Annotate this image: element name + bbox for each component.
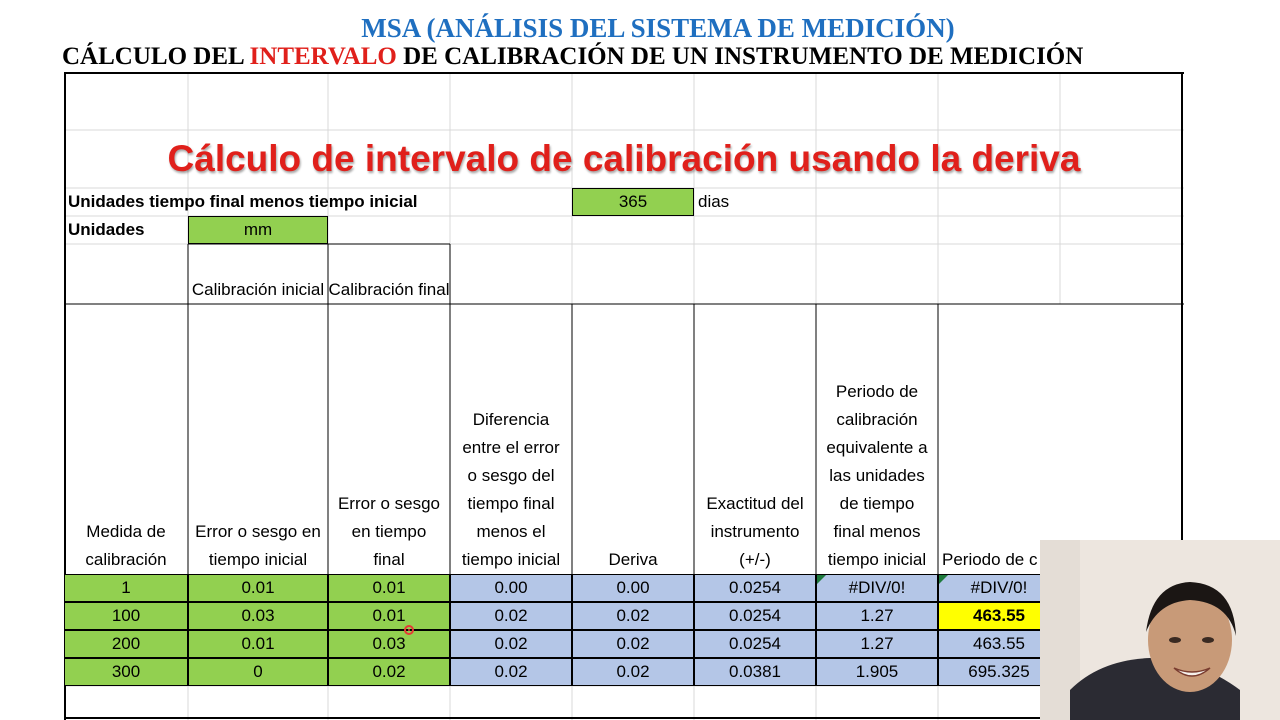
webcam-video-icon [1040, 540, 1280, 720]
col-header-periodo: Periodo de c [942, 550, 1038, 569]
cell-diferencia[interactable]: 0.02 [450, 602, 572, 630]
col-header-deriva: Deriva [608, 550, 658, 569]
cell-error-final[interactable]: 0.03 [328, 630, 450, 658]
cell-deriva[interactable]: 0.02 [572, 658, 694, 686]
cell-medida[interactable]: 200 [64, 630, 188, 658]
cell-exactitud[interactable]: 0.0254 [694, 630, 816, 658]
cell-periodo[interactable]: 695.325 [938, 658, 1060, 686]
cell-periodo-equivalente[interactable]: 1.27 [816, 602, 938, 630]
pointer-cursor-icon [404, 625, 414, 635]
cell-deriva[interactable]: 0.02 [572, 602, 694, 630]
subtitle-highlight: INTERVALO [249, 43, 397, 70]
subtitle-end: DE CALIBRACIÓN DE UN INSTRUMENTO DE MEDI… [396, 43, 1084, 70]
col-header-error-inicial: Error o sesgo en tiempo inicial [195, 522, 321, 569]
cell-error-final[interactable]: 0.01 [328, 602, 450, 630]
cell-periodo[interactable]: 463.55 [938, 602, 1060, 630]
cell-medida[interactable]: 300 [64, 658, 188, 686]
cell-periodo-equivalente[interactable]: #DIV/0! [816, 574, 938, 602]
col-header-exactitud: Exactitud del instrumento (+/-) [706, 494, 804, 569]
cell-deriva[interactable]: 0.02 [572, 630, 694, 658]
units-time-label: Unidades tiempo final menos tiempo inici… [68, 192, 418, 211]
group-header-initial: Calibración inicial [191, 280, 325, 299]
units-time-value[interactable]: 365 [572, 188, 694, 216]
webcam-video-overlay [1040, 540, 1280, 720]
cell-exactitud[interactable]: 0.0254 [694, 574, 816, 602]
cell-periodo-equivalente[interactable]: 1.905 [816, 658, 938, 686]
page-subtitle: CÁLCULO DEL INTERVALO DE CALIBRACIÓN DE … [62, 42, 1083, 72]
cell-error-inicial[interactable]: 0.01 [188, 574, 328, 602]
group-header-final: Calibración final [328, 280, 450, 299]
col-header-diferencia: Diferencia entre el error o sesgo del ti… [461, 410, 561, 569]
cell-periodo[interactable]: 463.55 [938, 630, 1060, 658]
cell-diferencia[interactable]: 0.02 [450, 658, 572, 686]
cell-periodo-equivalente[interactable]: 1.27 [816, 630, 938, 658]
sheet-main-title: Cálculo de intervalo de calibración usan… [167, 138, 1081, 179]
cell-error-inicial[interactable]: 0.01 [188, 630, 328, 658]
cell-diferencia[interactable]: 0.00 [450, 574, 572, 602]
col-header-periodo-equivalente: Periodo de calibración equivalente a las… [826, 382, 928, 569]
cell-exactitud[interactable]: 0.0254 [694, 602, 816, 630]
cell-deriva[interactable]: 0.00 [572, 574, 694, 602]
cell-error-inicial[interactable]: 0 [188, 658, 328, 686]
cell-error-final[interactable]: 0.02 [328, 658, 450, 686]
col-header-medida: Medida de calibración [85, 522, 167, 569]
cell-medida[interactable]: 1 [64, 574, 188, 602]
units-time-unit: dias [698, 192, 730, 211]
cell-periodo[interactable]: #DIV/0! [938, 574, 1060, 602]
spreadsheet[interactable]: Cálculo de intervalo de calibración usan… [64, 72, 1184, 720]
cell-exactitud[interactable]: 0.0381 [694, 658, 816, 686]
subtitle-start: CÁLCULO DEL [62, 43, 250, 70]
cell-medida[interactable]: 100 [64, 602, 188, 630]
cell-error-final[interactable]: 0.01 [328, 574, 450, 602]
col-header-error-final: Error o sesgo en tiempo final [337, 494, 441, 569]
cell-diferencia[interactable]: 0.02 [450, 630, 572, 658]
cell-error-inicial[interactable]: 0.03 [188, 602, 328, 630]
page-title: MSA (ANÁLISIS DEL SISTEMA DE MEDICIÓN) [361, 13, 955, 43]
units-label: Unidades [68, 220, 145, 239]
units-value[interactable]: mm [188, 216, 328, 244]
